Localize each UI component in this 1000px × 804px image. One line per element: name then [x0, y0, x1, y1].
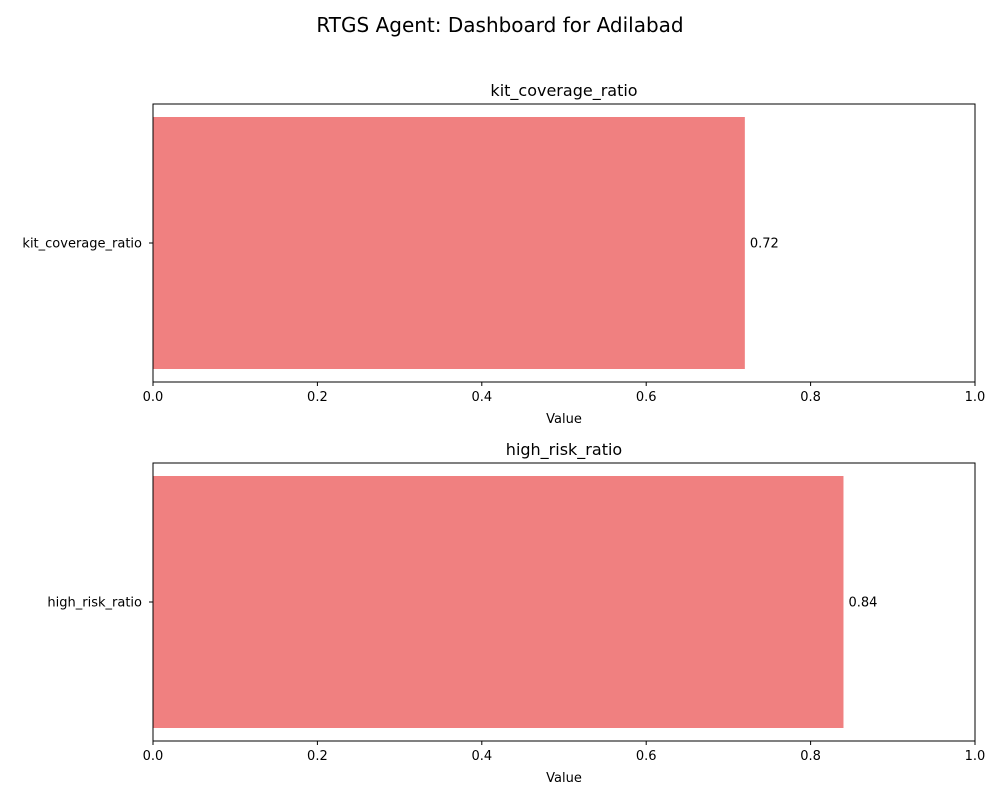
x-tick-label: 0.8 [800, 749, 821, 764]
y-tick-label: kit_coverage_ratio [22, 237, 142, 252]
x-tick-label: 0.0 [143, 749, 164, 764]
x-tick-label: 0.2 [307, 749, 328, 764]
x-tick-label: 0.4 [471, 749, 492, 764]
chart-panel-0: kit_coverage_ratio 0.72 kit_coverage_ratio… [22, 81, 985, 427]
x-tick-label: 0.0 [143, 390, 164, 405]
x-tick-label: 1.0 [965, 390, 986, 405]
bar-value-label: 0.84 [848, 596, 877, 611]
chart-panel-1: high_risk_ratio 0.84 high_risk_ratio 0.0 0.2… [47, 440, 985, 786]
bar-value-label: 0.72 [750, 237, 779, 252]
x-axis-label: Value [546, 412, 582, 427]
figure-title: RTGS Agent: Dashboard for Adilabad [316, 13, 683, 37]
panel-title: kit_coverage_ratio [490, 81, 637, 101]
bar [153, 117, 745, 369]
x-tick-label: 0.4 [471, 390, 492, 405]
x-tick-label: 0.8 [800, 390, 821, 405]
y-tick-label: high_risk_ratio [47, 596, 142, 611]
bar [153, 476, 844, 728]
axes-frame [152, 462, 976, 742]
axes-frame [152, 103, 976, 383]
panel-title: high_risk_ratio [506, 440, 622, 460]
x-tick-label: 0.6 [636, 749, 657, 764]
x-tick-label: 1.0 [965, 749, 986, 764]
x-tick-label: 0.2 [307, 390, 328, 405]
x-axis-label: Value [546, 771, 582, 786]
x-tick-label: 0.6 [636, 390, 657, 405]
